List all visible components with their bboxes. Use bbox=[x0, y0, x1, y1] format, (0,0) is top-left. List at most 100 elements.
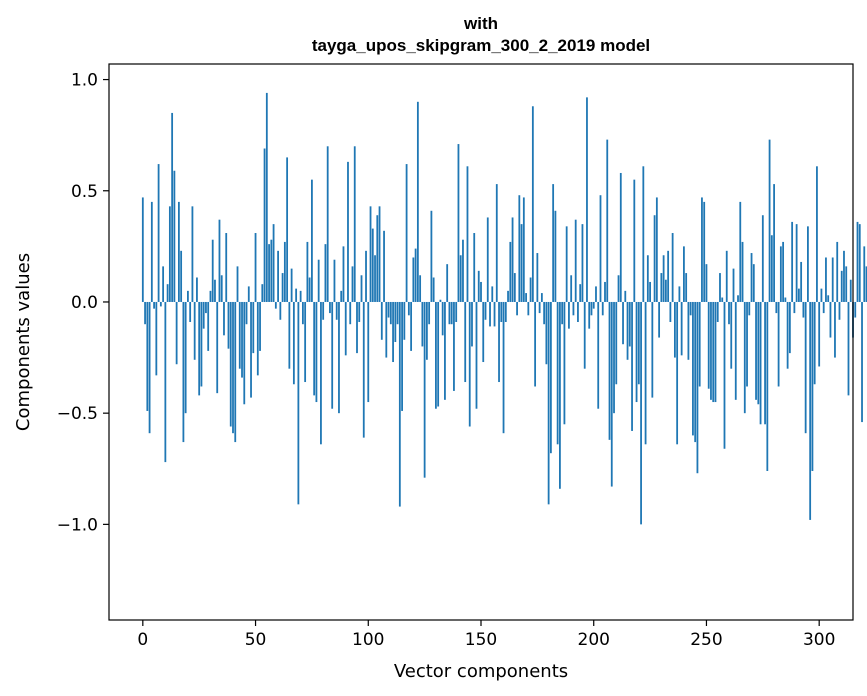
bar-44 bbox=[241, 301, 243, 378]
bar-181 bbox=[549, 301, 552, 454]
bar-300 bbox=[818, 301, 821, 367]
bar-112 bbox=[394, 301, 397, 342]
bar-183 bbox=[554, 210, 557, 302]
bar-163 bbox=[509, 241, 512, 302]
chart-title-line-1: with bbox=[463, 14, 498, 33]
bar-87 bbox=[338, 301, 340, 414]
bar-268 bbox=[746, 301, 748, 387]
bar-105 bbox=[378, 206, 381, 302]
bar-2 bbox=[146, 301, 149, 411]
bar-23 bbox=[193, 301, 196, 360]
x-axis-label: Vector components bbox=[394, 661, 568, 682]
bar-12 bbox=[168, 206, 171, 302]
bar-125 bbox=[423, 301, 426, 478]
bar-26 bbox=[200, 301, 203, 387]
bar-63 bbox=[283, 241, 286, 302]
bar-100 bbox=[367, 301, 370, 403]
bar-103 bbox=[374, 255, 376, 302]
bar-217 bbox=[631, 301, 633, 431]
bar-170 bbox=[525, 293, 527, 302]
bar-56 bbox=[268, 244, 270, 302]
bar-121 bbox=[414, 248, 417, 302]
bar-139 bbox=[455, 301, 458, 322]
bar-241 bbox=[685, 273, 688, 302]
bar-122 bbox=[416, 101, 419, 302]
bar-236 bbox=[673, 301, 676, 358]
bar-10 bbox=[164, 301, 167, 463]
bar-226 bbox=[651, 301, 654, 398]
bar-92 bbox=[349, 301, 352, 325]
bar-171 bbox=[527, 301, 530, 316]
bar-317 bbox=[856, 221, 859, 302]
bar-211 bbox=[617, 275, 620, 302]
bar-151 bbox=[482, 301, 485, 363]
bar-185 bbox=[559, 301, 561, 489]
bar-291 bbox=[797, 288, 800, 302]
bar-85 bbox=[333, 259, 336, 302]
bar-66 bbox=[290, 268, 293, 302]
bar-202 bbox=[597, 301, 600, 409]
bar-254 bbox=[714, 301, 717, 403]
bar-285 bbox=[784, 297, 787, 302]
bar-309 bbox=[838, 301, 841, 320]
bar-306 bbox=[831, 257, 834, 302]
bar-289 bbox=[793, 301, 796, 314]
bar-42 bbox=[236, 266, 239, 302]
bar-35 bbox=[220, 275, 223, 302]
bar-172 bbox=[529, 277, 532, 302]
bar-45 bbox=[243, 301, 246, 405]
bar-297 bbox=[811, 301, 814, 471]
bar-280 bbox=[773, 184, 775, 302]
bar-196 bbox=[583, 301, 586, 369]
bar-48 bbox=[250, 301, 252, 398]
bar-231 bbox=[662, 255, 665, 302]
bar-49 bbox=[252, 301, 255, 354]
bar-318 bbox=[858, 224, 861, 302]
bar-21 bbox=[189, 301, 192, 322]
bar-305 bbox=[829, 301, 832, 338]
bar-246 bbox=[696, 301, 699, 474]
axis-ticks: 0 50 100 150 200 250 300 −1.0 −0.5 0.0 0.5 1.0 bbox=[57, 71, 836, 650]
bar-29 bbox=[207, 301, 210, 351]
bar-222 bbox=[642, 166, 645, 302]
bar-46 bbox=[245, 301, 248, 325]
bar-290 bbox=[795, 224, 798, 302]
x-tick-label-6: 300 bbox=[803, 630, 835, 650]
bar-9 bbox=[162, 266, 165, 302]
bar-16 bbox=[177, 201, 180, 302]
bar-200 bbox=[592, 301, 595, 309]
bar-311 bbox=[843, 250, 845, 302]
bar-96 bbox=[358, 301, 361, 322]
bar-118 bbox=[407, 301, 410, 316]
bar-275 bbox=[761, 215, 764, 302]
bar-247 bbox=[698, 301, 701, 387]
bar-267 bbox=[743, 301, 746, 414]
bar-288 bbox=[791, 221, 794, 302]
bar-266 bbox=[741, 241, 744, 302]
bar-169 bbox=[522, 197, 525, 302]
y-tick-label-4: 1.0 bbox=[71, 71, 98, 91]
bar-239 bbox=[680, 301, 683, 356]
bar-160 bbox=[502, 301, 505, 434]
bar-265 bbox=[739, 201, 742, 302]
bar-148 bbox=[475, 301, 478, 409]
bar-136 bbox=[448, 301, 451, 325]
bar-229 bbox=[658, 301, 661, 338]
bar-110 bbox=[389, 301, 392, 325]
bar-76 bbox=[313, 301, 316, 396]
bar-52 bbox=[259, 301, 261, 351]
bar-158 bbox=[498, 301, 500, 383]
bar-186 bbox=[561, 301, 564, 325]
bar-233 bbox=[667, 250, 670, 302]
bar-198 bbox=[588, 301, 591, 329]
bar-269 bbox=[748, 301, 751, 316]
bar-312 bbox=[845, 266, 848, 302]
bar-129 bbox=[432, 277, 435, 302]
bar-53 bbox=[261, 284, 264, 302]
bar-230 bbox=[660, 273, 663, 302]
bar-119 bbox=[410, 301, 413, 351]
bar-114 bbox=[398, 301, 401, 507]
bar-152 bbox=[484, 301, 487, 320]
bar-216 bbox=[628, 301, 631, 347]
